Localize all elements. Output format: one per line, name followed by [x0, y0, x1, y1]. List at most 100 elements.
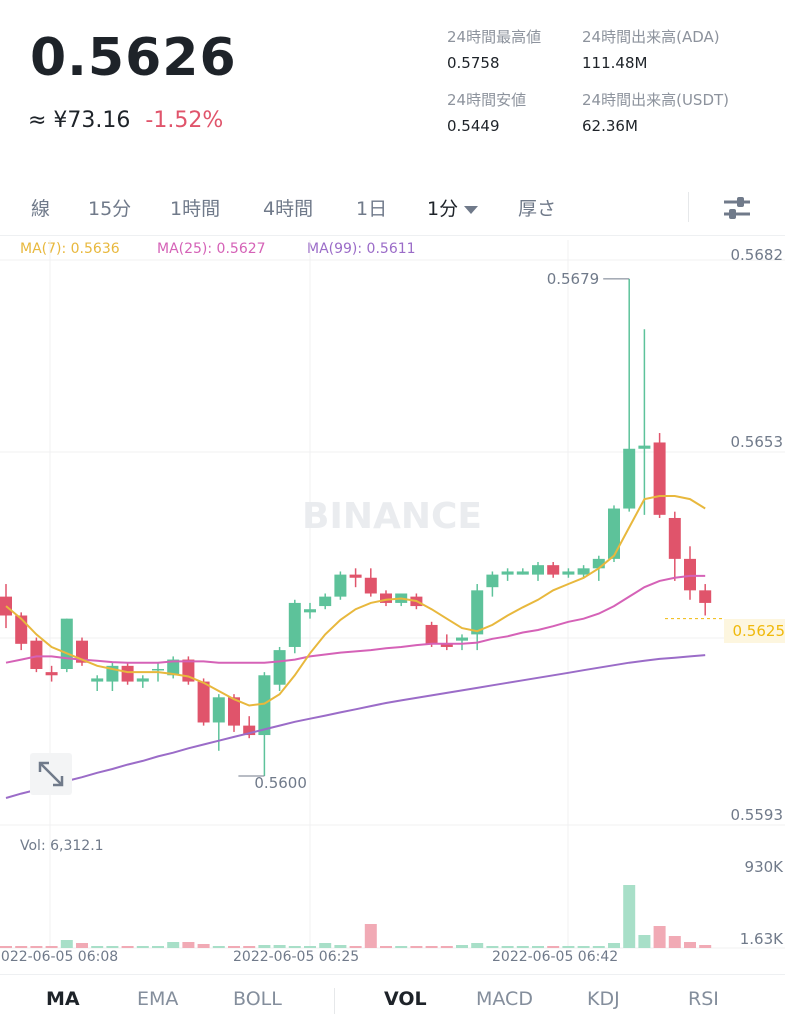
candle-body: [334, 574, 347, 597]
timeframe-tabs: 線 15分 1時間 4時間 1日 1分 厚さ: [0, 190, 785, 228]
chart-settings-button[interactable]: [720, 193, 754, 223]
high-marker-label: 0.5679: [547, 270, 600, 288]
expand-arrows-icon: [38, 761, 64, 787]
candle-body: [623, 448, 636, 509]
tab-ma[interactable]: MA: [46, 988, 80, 1010]
tab-vol[interactable]: VOL: [384, 988, 427, 1010]
candle-body: [60, 618, 73, 669]
volume-bar: [91, 946, 104, 948]
volume-bar: [212, 946, 225, 948]
high-24h-label: 24時間最高値: [447, 28, 542, 46]
volume-bar: [228, 946, 240, 948]
volume-bar: [577, 946, 590, 948]
volume-bar: [60, 940, 73, 948]
volume-bar: [684, 942, 696, 948]
volume-ada-value: 111.48M: [582, 54, 648, 72]
chart-grid: [0, 240, 785, 949]
x-axis-label-text: 2022-06-05 06:08: [0, 949, 119, 965]
volume-bar: [699, 945, 712, 948]
high-marker: 0.5679: [547, 270, 630, 288]
candle-body: [668, 517, 681, 559]
candle-body: [547, 565, 560, 575]
volume-ada-label: 24時間出来高(ADA): [582, 28, 720, 46]
tab-kdj[interactable]: KDJ: [587, 988, 620, 1010]
candle-body: [349, 574, 362, 578]
volume-bar: [516, 946, 529, 948]
price-sub: ≈ ¥73.16 -1.52%: [28, 108, 223, 133]
tab-1m-dropdown[interactable]: 1分: [427, 194, 479, 221]
candle-body: [319, 596, 332, 607]
volume-bar: [653, 926, 666, 948]
volume-bar: [76, 943, 88, 948]
candle-body: [121, 665, 134, 682]
candle-body: [501, 571, 514, 575]
tab-rsi[interactable]: RSI: [688, 988, 719, 1010]
last-price: 0.5626: [30, 28, 237, 88]
volume-bar: [638, 935, 651, 948]
volume-bar: [304, 946, 316, 948]
y-axis-label: 0.5653: [730, 433, 784, 451]
y-axis-label: 0.5593: [730, 806, 784, 824]
tab-ema[interactable]: EMA: [137, 988, 179, 1010]
ma25-line: [5, 574, 706, 664]
candle-body: [212, 697, 225, 723]
caret-down-icon: [464, 205, 479, 214]
low-24h-value: 0.5449: [447, 117, 500, 135]
volume-bar: [106, 946, 119, 948]
tab-4h[interactable]: 4時間: [263, 198, 314, 220]
candle-body: [228, 697, 240, 726]
tab-boll[interactable]: BOLL: [233, 988, 282, 1010]
tab-15m[interactable]: 15分: [88, 198, 132, 220]
y-axis-label: 0.5682: [730, 246, 784, 264]
volume-bar: [380, 946, 392, 948]
volume-bar: [243, 946, 256, 948]
expand-button[interactable]: [30, 753, 72, 795]
volume-bar: [440, 946, 453, 948]
volume-bar: [608, 943, 620, 948]
volume-bar: [668, 936, 681, 948]
volume-bar: [167, 942, 180, 948]
bottom-divider: [0, 974, 785, 975]
candlestick-chart[interactable]: BINANCE 0.5679 0.5600: [0, 240, 785, 970]
volume-bar: [15, 946, 28, 948]
volume-axis-label: 1.63K: [739, 930, 783, 948]
candle-body: [471, 590, 484, 635]
candle-body: [653, 442, 666, 515]
candle-body: [592, 558, 605, 569]
candle-body: [516, 571, 529, 575]
tabs-divider: [688, 192, 689, 222]
candle-body: [380, 593, 392, 603]
candle-body: [486, 574, 499, 588]
volume-bar: [121, 946, 134, 948]
x-axis-label: 2022-06-05 06:25: [233, 949, 360, 965]
ma7-line: [5, 495, 706, 707]
volume-bar: [364, 924, 377, 948]
tab-macd[interactable]: MACD: [476, 988, 533, 1010]
candle-body: [288, 602, 301, 647]
tab-1h[interactable]: 1時間: [170, 198, 221, 220]
x-axis-label: 2022-06-05 06:08: [0, 949, 126, 965]
ma7-legend: MA(7): 0.5636: [20, 241, 120, 257]
high-24h-value: 0.5758: [447, 54, 500, 72]
candle-body: [45, 672, 58, 676]
candle-body: [577, 568, 590, 575]
tab-1d[interactable]: 1日: [356, 198, 388, 220]
candle-body: [638, 445, 651, 449]
tab-depth[interactable]: 厚さ: [518, 198, 557, 220]
volume-usdt-label: 24時間出来高(USDT): [582, 91, 730, 109]
candle-body: [91, 678, 104, 682]
volume-bar: [319, 943, 332, 948]
volume-bar: [349, 946, 362, 948]
jpy-equivalent: ≈ ¥73.16: [28, 108, 131, 133]
indicator-divider: [334, 988, 335, 1014]
low-marker-label: 0.5600: [254, 774, 307, 792]
header-divider: [0, 235, 785, 236]
tab-line[interactable]: 線: [31, 198, 51, 220]
candle-body: [562, 571, 575, 575]
volume-bar: [182, 942, 195, 948]
volume-bar: [395, 946, 408, 948]
current-price-label: 0.5625: [732, 622, 785, 640]
candle-body: [167, 659, 180, 676]
ma99-line: [5, 654, 706, 799]
ma99-legend: MA(99): 0.5611: [307, 241, 416, 257]
